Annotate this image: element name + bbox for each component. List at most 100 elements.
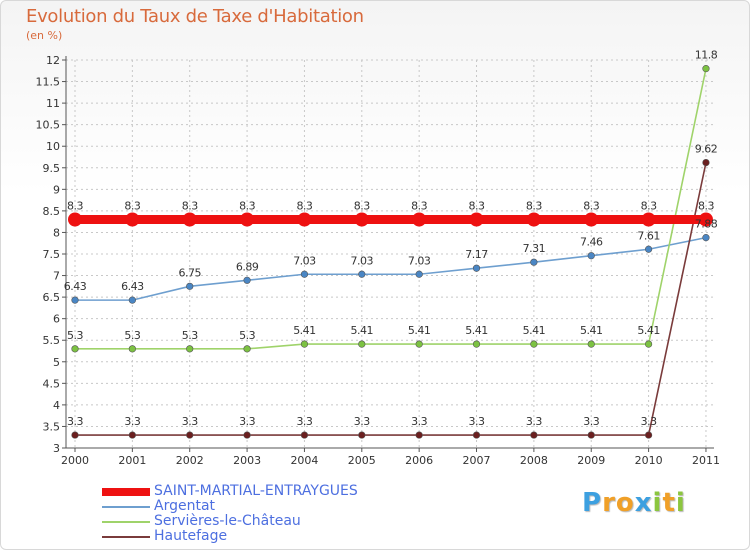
data-point	[526, 212, 541, 227]
data-label: 3.3	[526, 415, 542, 428]
data-label: 5.3	[124, 329, 140, 342]
data-label: 8.3	[641, 200, 657, 213]
data-label: 3.3	[583, 415, 599, 428]
data-label: 5.41	[465, 324, 488, 337]
data-point	[472, 264, 481, 272]
data-point	[186, 345, 194, 353]
y-tick-label: 11	[46, 97, 60, 110]
data-label: 8.3	[698, 200, 714, 213]
proxiti-logo: Proxiti	[582, 488, 686, 518]
data-point	[240, 212, 255, 227]
data-point	[186, 282, 194, 290]
y-tick-label: 7.5	[43, 248, 61, 261]
data-point	[584, 212, 599, 227]
data-point	[702, 234, 710, 242]
data-label: 7.88	[695, 218, 718, 231]
data-label: 8.3	[67, 200, 83, 213]
x-tick-label: 2007	[463, 454, 491, 467]
data-label: 6.89	[236, 260, 259, 273]
data-point	[297, 212, 312, 227]
x-tick-label: 2002	[176, 454, 204, 467]
data-point	[128, 345, 136, 353]
legend-swatch	[102, 487, 150, 496]
x-tick-label: 2010	[635, 454, 663, 467]
data-label: 5.3	[239, 329, 255, 342]
data-point	[243, 345, 251, 353]
data-point	[128, 296, 136, 304]
legend-item: Servières-le-Château	[102, 514, 358, 529]
data-label: 11.8	[695, 49, 718, 62]
data-label: 7.03	[408, 254, 431, 267]
legend-label: Hautefage	[154, 528, 228, 544]
data-label: 8.3	[296, 200, 312, 213]
x-tick-label: 2009	[577, 454, 605, 467]
logo-letter: i	[675, 488, 686, 518]
data-point	[358, 431, 366, 439]
x-tick-label: 2011	[692, 454, 720, 467]
data-point	[186, 431, 194, 439]
data-label: 8.3	[354, 200, 370, 213]
data-label: 6.43	[64, 280, 87, 293]
logo-letter: t	[662, 488, 676, 518]
x-tick-label: 2004	[290, 454, 318, 467]
legend-swatch	[102, 535, 150, 538]
y-tick-label: 8.5	[43, 205, 61, 218]
series-line-1	[75, 236, 707, 301]
y-tick-label: 8	[53, 226, 60, 239]
y-tick-label: 7	[53, 270, 60, 283]
legend-swatch	[102, 520, 150, 523]
data-label: 8.3	[239, 200, 255, 213]
data-point	[530, 258, 538, 266]
data-point	[358, 340, 366, 348]
data-point	[587, 252, 595, 260]
logo-letter: r	[602, 488, 616, 518]
data-label: 3.3	[296, 415, 312, 428]
chart-subtitle: (en %)	[26, 29, 63, 42]
logo-letter: x	[634, 488, 653, 518]
legend-label: Servières-le-Château	[154, 513, 301, 529]
data-point	[644, 245, 653, 253]
data-point	[702, 159, 710, 167]
data-label: 7.17	[465, 248, 488, 261]
data-point	[644, 431, 653, 439]
data-point	[587, 340, 595, 348]
series-line-3	[75, 162, 707, 436]
data-point	[243, 276, 251, 284]
y-tick-label: 9	[53, 183, 60, 196]
y-tick-label: 10	[46, 140, 60, 153]
data-label: 5.41	[351, 324, 374, 337]
data-point	[71, 431, 79, 439]
chart-title: Evolution du Taux de Taxe d'Habitation	[26, 6, 364, 27]
data-point	[641, 212, 656, 227]
data-point	[125, 212, 140, 227]
data-point	[300, 270, 309, 278]
data-label: 8.3	[583, 200, 599, 213]
data-label: 3.3	[641, 415, 657, 428]
data-label: 3.3	[411, 415, 427, 428]
logo-letter: P	[582, 488, 603, 518]
data-label: 3.3	[124, 415, 140, 428]
y-tick-label: 4	[53, 399, 60, 412]
logo-letter: o	[615, 488, 635, 518]
data-label: 6.75	[178, 266, 201, 279]
legend-label: SAINT-MARTIAL-ENTRAYGUES	[154, 483, 358, 499]
x-tick-label: 2008	[520, 454, 548, 467]
data-label: 6.43	[121, 280, 144, 293]
data-point	[587, 431, 595, 439]
data-point	[698, 212, 713, 227]
y-tick-label: 12	[46, 54, 60, 67]
data-label: 3.3	[239, 415, 255, 428]
data-label: 8.3	[182, 200, 198, 213]
data-label: 7.61	[637, 229, 660, 242]
legend-swatch	[102, 505, 150, 508]
data-point	[128, 431, 136, 439]
data-point	[354, 212, 369, 227]
data-label: 3.3	[67, 415, 83, 428]
y-tick-label: 4.5	[43, 377, 61, 390]
data-point	[415, 431, 423, 439]
x-tick-label: 2001	[118, 454, 146, 467]
data-label: 7.31	[523, 242, 546, 255]
y-tick-label: 6	[53, 313, 60, 326]
data-point	[472, 431, 481, 439]
